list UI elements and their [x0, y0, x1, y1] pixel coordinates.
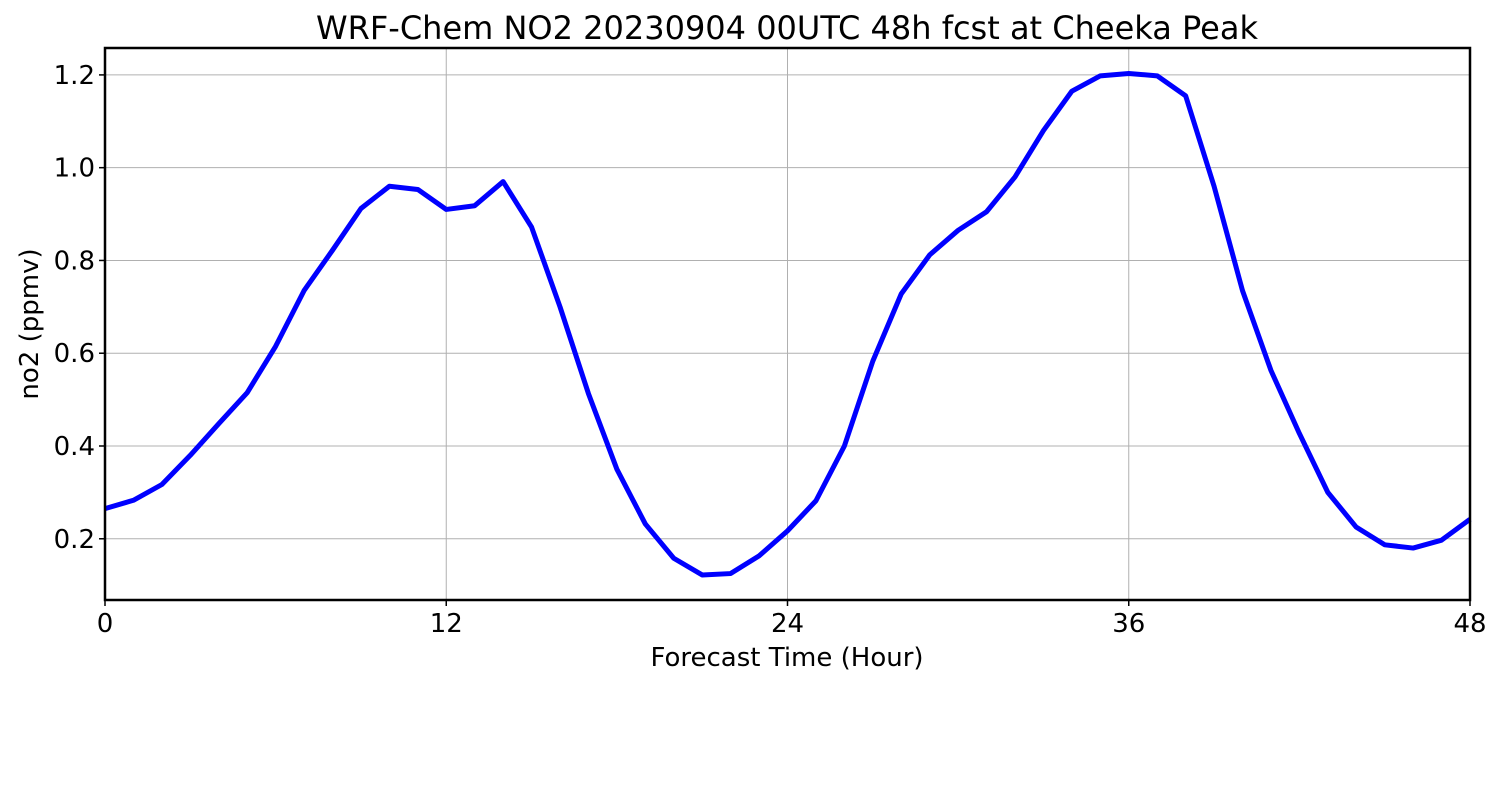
x-tick-label: 36: [1112, 609, 1145, 639]
x-axis-label: Forecast Time (Hour): [650, 643, 923, 673]
x-tick-label: 48: [1453, 609, 1486, 639]
y-tick-label: 0.8: [54, 246, 95, 276]
y-axis-label: no2 (ppmv): [15, 248, 45, 399]
y-tick-label: 0.2: [54, 525, 95, 555]
ticks: 0 12 24 36 48 0.2 0.4 0.6 0.8 1.0 1.2: [54, 61, 1487, 639]
series-line: [104, 71, 1472, 578]
series-group: [104, 71, 1472, 578]
x-tick-label: 24: [771, 609, 804, 639]
y-tick-label: 0.4: [54, 432, 95, 462]
x-tick-label: 0: [97, 609, 114, 639]
y-tick-label: 1.2: [54, 61, 95, 91]
y-tick-label: 1.0: [54, 154, 95, 184]
y-tick-label: 0.6: [54, 339, 95, 369]
chart-title: WRF-Chem NO2 20230904 00UTC 48h fcst at …: [316, 9, 1258, 47]
x-tick-label: 12: [430, 609, 463, 639]
